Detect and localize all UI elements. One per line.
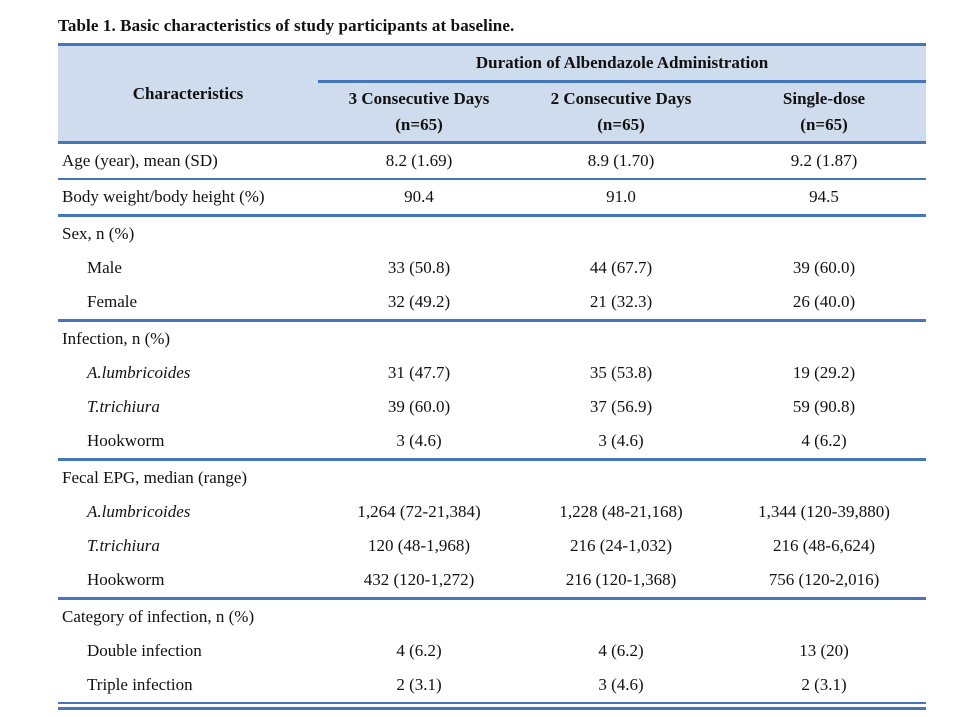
row-label: A.lumbricoides [87,502,191,521]
column-header-n: (n=65) [800,115,848,134]
section-row: Infection, n (%) [58,321,926,357]
row-label: Male [87,258,122,277]
row-label: Hookworm [58,563,318,600]
cell-value: 216 (120-1,368) [520,563,722,600]
table-row: T.trichiura 120 (48-1,968) 216 (24-1,032) 2… [58,529,926,563]
baseline-characteristics-table-wrapper: Characteristics Duration of Albendazole … [58,43,927,710]
cell-value: 1,228 (48-21,168) [559,502,683,521]
cell-value: 13 (20) [799,641,849,660]
cell-value: 1,264 (72-21,384) [357,502,481,521]
cell-value: 216 (48-6,624) [773,536,875,555]
column-header-2-consecutive-days: 2 Consecutive Days (n=65) [520,81,722,144]
row-label: Triple infection [58,668,318,704]
cell-value: 26 (40.0) [722,285,927,322]
column-header-n: (n=65) [395,115,443,134]
table-row: Female 32 (49.2) 21 (32.3) 26 (40.0) [58,285,927,322]
cell-value: 216 (24-1,032) [570,536,672,555]
table-row: Triple infection 2 (3.1) 3 (4.6) 2 (3.1) [58,668,927,704]
column-header-label: Single-dose [782,89,866,108]
cell-value: 4 (6.2) [396,641,442,660]
cell-value: 4 (6.2) [598,641,644,660]
group-header-row: Characteristics Duration of Albendazole … [58,44,927,144]
row-label: Age (year), mean (SD) [58,142,318,180]
cell-value: 32 (49.2) [318,285,520,322]
section-row: Category of infection, n (%) [58,599,926,635]
section-label: Fecal EPG, median (range) [62,468,248,487]
section-row: Fecal EPG, median (range) [58,460,926,496]
table-row: T.trichiura 39 (60.0) 37 (56.9) 59 (90.8) [58,390,926,424]
table-row: Hookworm 432 (120-1,272) 216 (120-1,368) 75… [58,563,927,600]
cell-value: 33 (50.8) [387,258,451,277]
row-label: T.trichiura [87,397,160,416]
column-headers-row: 3 Consecutive Days (n=65) 2 Consecutive … [58,81,927,144]
column-header-label: 2 Consecutive Days [550,89,692,108]
cell-value: 37 (56.9) [589,397,653,416]
row-label: Body weight/body height (%) [58,179,318,217]
column-header-single-dose: Single-dose (n=65) [722,81,927,144]
table-body: Age (year), mean (SD) 8.2 (1.69) 8.9 (1.70… [58,142,927,704]
cell-value: 4 (6.2) [722,424,927,461]
table-row: A.lumbricoides 31 (47.7) 35 (53.8) 19 (29.2… [58,356,926,390]
row-label: Hookworm [58,424,318,461]
table-row: Body weight/body height (%) 90.4 91.0 94.5 [58,179,927,217]
table-caption: Table 1. Basic characteristics of study … [58,16,515,35]
cell-value: 756 (120-2,016) [722,563,927,600]
table-row: Double infection 4 (6.2) 4 (6.2) 13 (20) [58,634,926,668]
cell-value: 1,344 (120-39,880) [758,502,890,521]
cell-value: 31 (47.7) [387,363,451,382]
cell-value: 9.2 (1.87) [722,142,927,180]
table-row: Hookworm 3 (4.6) 3 (4.6) 4 (6.2) [58,424,927,461]
baseline-characteristics-table: Characteristics Duration of Albendazole … [58,43,927,704]
cell-value: 432 (120-1,272) [318,563,520,600]
table-row: Male 33 (50.8) 44 (67.7) 39 (60.0) [58,251,926,285]
row-label: T.trichiura [87,536,160,555]
table-header: Characteristics Duration of Albendazole … [58,44,927,144]
column-header-label: 3 Consecutive Days [348,89,490,108]
row-label: A.lumbricoides [87,363,191,382]
section-label: Sex, n (%) [62,224,135,243]
section-label: Infection, n (%) [62,329,171,348]
cell-value: 35 (53.8) [589,363,653,382]
cell-value: 90.4 [318,179,520,217]
cell-value: 44 (67.7) [589,258,653,277]
cell-value: 19 (29.2) [792,363,856,382]
document-page: Table 1. Basic characteristics of study … [58,16,927,710]
table-row: Age (year), mean (SD) 8.2 (1.69) 8.9 (1.70… [58,142,927,180]
cell-value: 39 (60.0) [792,258,856,277]
column-header-3-consecutive-days: 3 Consecutive Days (n=65) [318,81,520,144]
cell-value: 39 (60.0) [387,397,451,416]
cell-value: 8.9 (1.70) [520,142,722,180]
characteristics-column-header: Characteristics [58,44,318,144]
cell-value: 59 (90.8) [792,397,856,416]
cell-value: 3 (4.6) [520,424,722,461]
cell-value: 2 (3.1) [318,668,520,704]
duration-group-header: Duration of Albendazole Administration [318,44,927,83]
row-label: Female [58,285,318,322]
section-label: Category of infection, n (%) [62,607,255,626]
cell-value: 21 (32.3) [520,285,722,322]
section-row: Sex, n (%) [58,216,926,252]
cell-value: 2 (3.1) [722,668,927,704]
cell-value: 91.0 [520,179,722,217]
cell-value: 3 (4.6) [520,668,722,704]
cell-value: 120 (48-1,968) [368,536,470,555]
cell-value: 94.5 [722,179,927,217]
column-header-n: (n=65) [597,115,645,134]
cell-value: 8.2 (1.69) [318,142,520,180]
cell-value: 3 (4.6) [318,424,520,461]
table-row: A.lumbricoides 1,264 (72-21,384) 1,228 (48… [58,495,926,529]
row-label: Double infection [87,641,202,660]
